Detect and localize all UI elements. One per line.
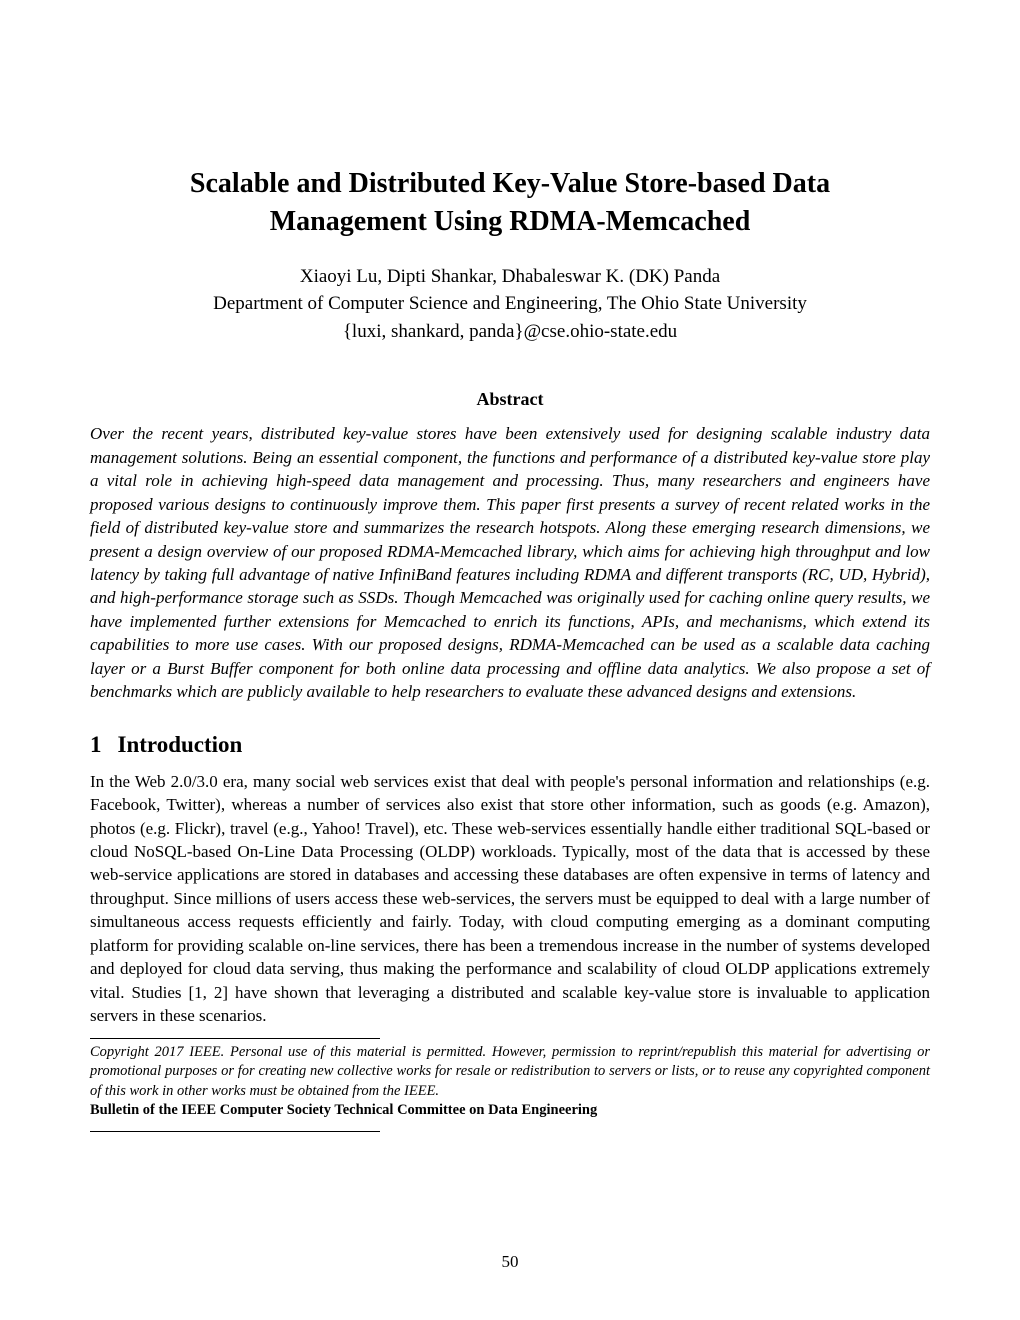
- affiliation: Department of Computer Science and Engin…: [90, 290, 930, 318]
- authors-block: Xiaoyi Lu, Dipti Shankar, Dhabaleswar K.…: [90, 263, 930, 346]
- title-line-1: Scalable and Distributed Key-Value Store…: [190, 168, 830, 199]
- paper-title: Scalable and Distributed Key-Value Store…: [90, 165, 930, 241]
- section-1-heading: 1 Introduction: [90, 732, 930, 758]
- page-container: Scalable and Distributed Key-Value Store…: [0, 0, 1020, 1320]
- footnote-bulletin: Bulletin of the IEEE Computer Society Te…: [90, 1102, 597, 1118]
- footnote-rule-2: [90, 1131, 380, 1132]
- section-1-number: 1: [90, 732, 102, 758]
- author-names: Xiaoyi Lu, Dipti Shankar, Dhabaleswar K.…: [90, 263, 930, 291]
- footnote-block: Copyright 2017 IEEE. Personal use of thi…: [90, 1043, 930, 1121]
- title-line-2: Management Using RDMA-Memcached: [270, 206, 751, 237]
- page-number: 50: [0, 1252, 1020, 1272]
- abstract-heading: Abstract: [90, 389, 930, 410]
- section-1-title: Introduction: [118, 732, 243, 757]
- abstract-body: Over the recent years, distributed key-v…: [90, 422, 930, 703]
- intro-paragraph: In the Web 2.0/3.0 era, many social web …: [90, 770, 930, 1028]
- emails: {luxi, shankard, panda}@cse.ohio-state.e…: [90, 318, 930, 346]
- footnote-copyright: Copyright 2017 IEEE. Personal use of thi…: [90, 1044, 930, 1099]
- footnote-rule: [90, 1038, 380, 1039]
